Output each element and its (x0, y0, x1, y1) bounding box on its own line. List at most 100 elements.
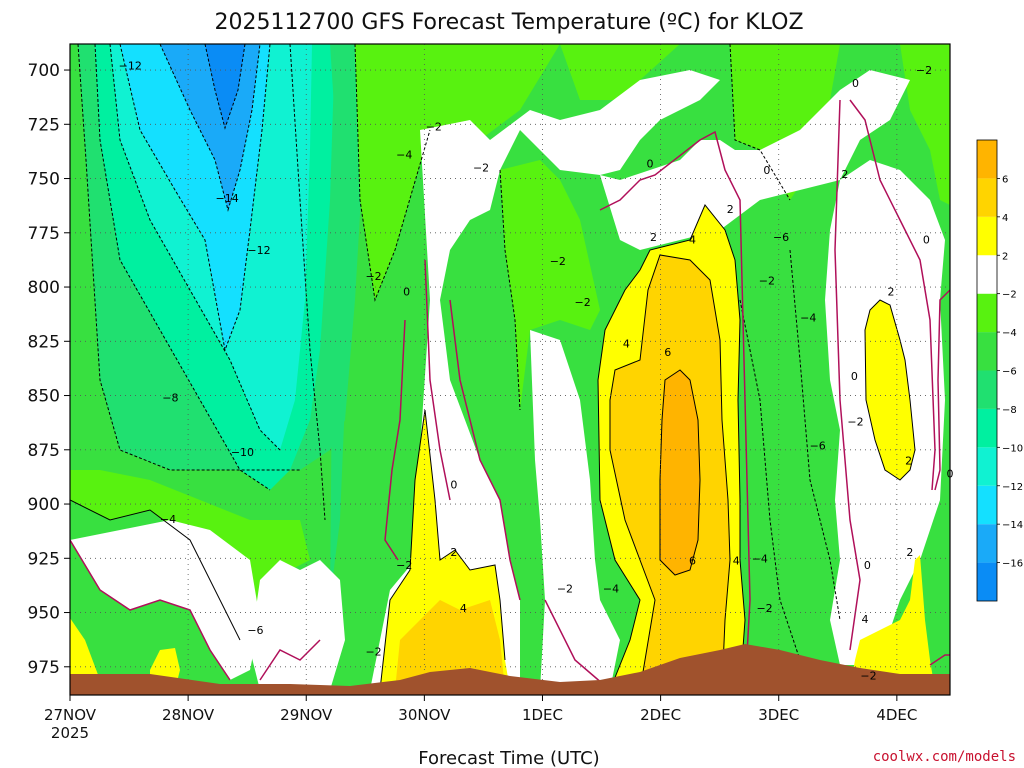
colorbar-bin (977, 332, 997, 371)
contour-dashed (77, 44, 300, 471)
x-tick-label: 29NOV (280, 706, 333, 724)
contour-dashed (354, 44, 431, 302)
contour-label: 0 (763, 164, 770, 177)
contour-label: −2 (396, 559, 412, 572)
contour-label: −4 (396, 149, 412, 162)
contour-label: 2 (887, 285, 894, 298)
contour-label: 2 (906, 546, 913, 559)
warm-2-far-east-b (850, 555, 935, 690)
contour-dashed (499, 169, 521, 411)
colorbar: −16 −14 −12 −10 −8 −6 −4 −2 2 4 6 (976, 139, 1023, 602)
colorbar-bin (977, 408, 997, 448)
contour-label: −12 (247, 244, 270, 257)
contour-label: −2 (550, 255, 566, 268)
y-tick-label: 725 (28, 115, 60, 135)
warm-6-east (660, 370, 700, 575)
contour-label: −6 (810, 439, 826, 452)
contour-label: −6 (773, 231, 789, 244)
contour-lines (70, 44, 950, 691)
white-zone-a (370, 70, 720, 690)
colorbar-label: −2 (1002, 290, 1017, 301)
contour-label: 0 (450, 479, 457, 492)
y-axis: 700 725 750 775 800 825 850 875 900 925 950 975 (28, 61, 70, 678)
contour-label: 6 (664, 346, 671, 359)
colorbar-bin (977, 255, 997, 294)
chart-title: 2025112700 GFS Forecast Temperature (ºC)… (214, 10, 803, 35)
contour-label: −2 (860, 669, 876, 682)
band-minus4-left (330, 44, 345, 600)
colorbar-bin (977, 216, 997, 256)
contour-zero (259, 639, 321, 681)
contour-label: 4 (623, 337, 630, 350)
colorbar-label: −8 (1002, 405, 1017, 416)
contour-zero (599, 130, 751, 691)
white-zone-c (600, 70, 910, 250)
contour-label: −2 (426, 120, 442, 133)
credit-text: coolwx.com/models (873, 749, 1016, 765)
colorbar-bin (977, 178, 997, 217)
y-tick-label: 950 (28, 604, 60, 624)
contour-dashed (289, 44, 326, 521)
colorbar-label: 4 (1002, 213, 1008, 224)
contour-solid (864, 299, 916, 481)
contour-dashed (109, 44, 281, 451)
y-tick-label: 900 (28, 495, 60, 515)
contour-zero (849, 99, 936, 491)
colorbar-label: 2 (1002, 251, 1008, 262)
contour-dashed (94, 44, 271, 491)
contour-label: −2 (365, 270, 381, 283)
contour-solid (609, 254, 731, 691)
contour-solid (659, 369, 701, 576)
x-tick-year: 2025 (51, 724, 89, 742)
band-minus2-a (355, 44, 560, 300)
contour-label: −8 (162, 392, 178, 405)
contour-label: −2 (575, 296, 591, 309)
contour-label: −4 (800, 311, 816, 324)
colorbar-label: −6 (1002, 367, 1017, 378)
contour-label: −2 (759, 275, 775, 288)
contour-label: −4 (603, 583, 619, 596)
contour-label: −2 (473, 162, 489, 175)
contour-dashed (729, 44, 791, 201)
y-tick-label: 925 (28, 549, 60, 569)
contour-zero (424, 259, 451, 501)
contour-label: −4 (160, 513, 176, 526)
colorbar-bin (977, 293, 997, 333)
plot-frame (69, 43, 951, 696)
y-tick-label: 875 (28, 441, 60, 461)
contour-label: 0 (864, 559, 871, 572)
contour-solid (597, 204, 746, 691)
contour-label: −2 (916, 64, 932, 77)
colorbar-bin (977, 370, 997, 409)
contour-label: 2 (727, 203, 734, 216)
white-zone-b (530, 330, 620, 690)
band-minus18 (205, 44, 245, 128)
contour-dashed (204, 44, 246, 130)
contour-label: 2 (450, 546, 457, 559)
contour-label: 0 (646, 157, 653, 170)
contour-label: −2 (365, 646, 381, 659)
contour-label: −2 (557, 583, 573, 596)
contour-label: 0 (852, 77, 859, 90)
contour-label: 2 (905, 455, 912, 468)
contour-label: 4 (689, 233, 696, 246)
contour-label: −10 (231, 446, 254, 459)
contour-zero (70, 539, 231, 681)
contour-zero (384, 319, 406, 561)
contour-dashed (159, 44, 261, 212)
contour-label: 6 (689, 554, 696, 567)
contour-zero (929, 654, 950, 666)
contour-label: −2 (847, 416, 863, 429)
contour-zero (449, 299, 521, 601)
contour-label: 2 (650, 231, 657, 244)
contour-label: −14 (215, 192, 238, 205)
contour-solid (379, 409, 506, 691)
contour-dashed (789, 249, 841, 621)
contour-dashed (739, 299, 801, 661)
band-minus2-b (560, 44, 680, 100)
y-tick-label: 775 (28, 224, 60, 244)
white-zone-e (70, 520, 260, 680)
white-zone-f (250, 560, 345, 690)
x-tick-label: 28NOV (162, 706, 215, 724)
contour-label: −4 (752, 552, 768, 565)
